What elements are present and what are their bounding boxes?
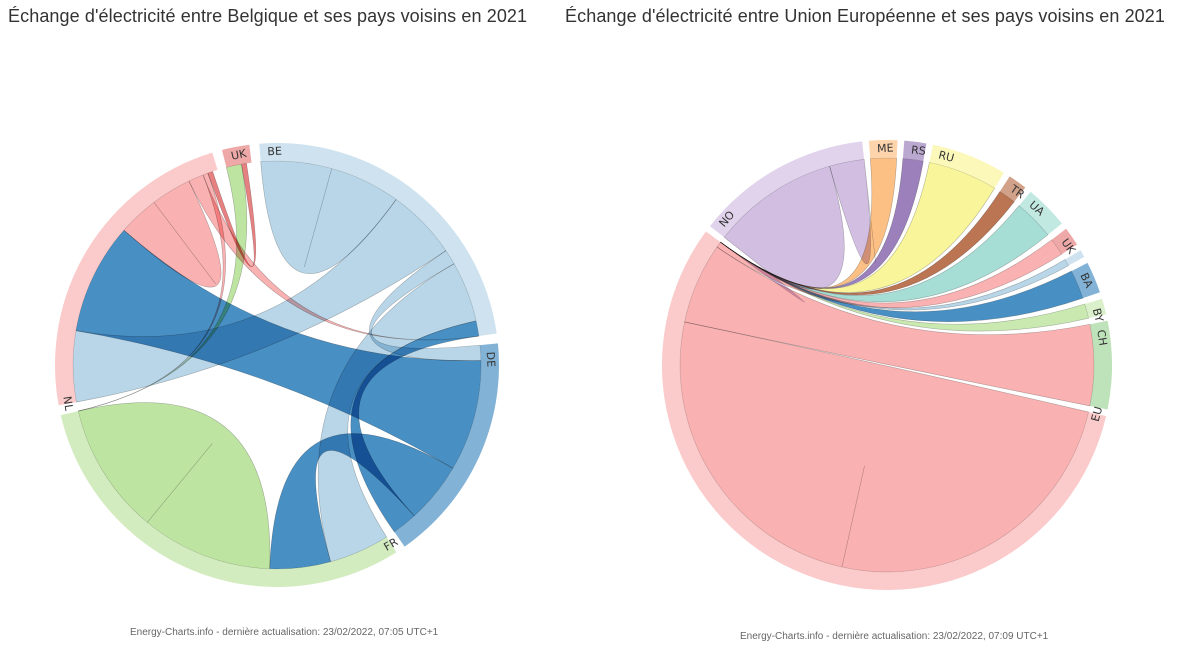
chord-segment-uk[interactable] [1051,228,1078,255]
credit-text: Energy-Charts.info - dernière actualisat… [130,627,439,638]
chord-segment-ru[interactable] [929,144,1004,189]
chord-ribbon-nl-fr [78,172,226,412]
chord-segment-rs[interactable] [902,140,927,162]
chart-panel-eu: Échange d'électricité entre Union Europé… [560,0,1200,653]
chord-segment-tr[interactable] [999,176,1026,202]
segment-label-ba: BA [1077,271,1095,291]
chord-segment-uk[interactable] [221,144,252,168]
segment-label-eu: EU [1089,405,1105,423]
segment-label-nl: NL [60,395,75,412]
chart-panel-belgium: Échange d'électricité entre Belgique et … [0,0,560,653]
chord-segment-nl[interactable] [54,152,218,406]
segment-label-by: BY [1090,307,1106,324]
chord-ribbon-fr-fr [77,402,271,570]
chord-segment-be[interactable] [1065,250,1085,266]
segment-label-be: BE [267,145,282,159]
segment-label-rs: RS [910,143,926,158]
chord-segment-by[interactable] [1084,298,1107,319]
chord-diagram-belgium: BE DE FR NL UK [54,143,499,587]
chart-title: Échange d'électricité entre Union Europé… [565,6,1166,26]
segment-label-ch: CH [1094,329,1109,347]
chord-segment-ua[interactable] [1019,191,1062,235]
chord-segment-ch[interactable] [1089,320,1112,410]
chord-ribbon-no-no [829,158,876,265]
chord-segment-fr[interactable] [60,411,397,587]
credit-text: Energy-Charts.info - dernière actualisat… [740,631,1049,642]
chord-segment-no[interactable] [709,141,865,238]
chord-ribbon-fr-uk [78,163,248,412]
chord-ribbon-be-eu [720,241,1069,311]
chord-segment-be[interactable] [259,143,497,337]
chord-segment-ba[interactable] [1071,262,1100,299]
chord-ribbon-by-eu [720,241,1089,332]
chord-segment-me[interactable] [868,140,898,159]
segment-label-me: ME [877,141,894,155]
chord-ribbon-be-de [369,250,482,361]
chord-segment-de[interactable] [394,343,499,547]
segment-label-fr: FR [382,535,401,553]
segment-label-de: DE [484,351,498,367]
chart-title: Échange d'électricité entre Belgique et … [8,6,528,26]
segment-label-uk: UK [230,147,248,163]
segment-label-ru: RU [937,148,955,164]
